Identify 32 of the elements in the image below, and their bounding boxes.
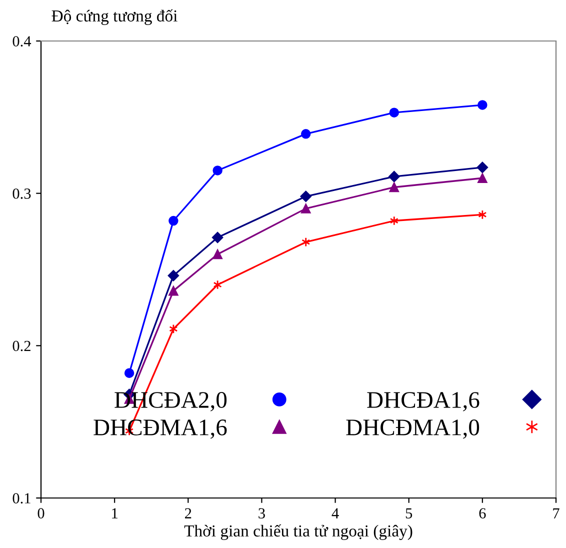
point xyxy=(212,166,222,176)
x-tick-label: 7 xyxy=(553,508,560,518)
point xyxy=(168,270,180,282)
point xyxy=(212,249,222,260)
x-tick-label: 4 xyxy=(332,508,339,518)
y-tick-label: 0.3 xyxy=(12,188,31,199)
y-tick-label: 0.4 xyxy=(12,36,32,47)
point xyxy=(478,100,488,110)
x-tick-label: 5 xyxy=(406,508,412,518)
x-tick-label: 0 xyxy=(38,508,44,518)
legend-label: DHCĐMA1,0 xyxy=(346,419,480,439)
point xyxy=(212,232,224,244)
x-tick-label: 2 xyxy=(184,508,192,518)
point xyxy=(168,286,178,296)
point xyxy=(168,216,178,226)
y-tick-label: 0.1 xyxy=(12,493,30,504)
legend-label: DHCĐA1,6 xyxy=(367,392,480,412)
x-axis-title: Thời gian chiếu tia tử ngoại (giây) xyxy=(184,524,412,540)
x-tick-label: 6 xyxy=(479,508,486,518)
point xyxy=(388,170,400,182)
point xyxy=(300,190,312,202)
x-tick-label: 3 xyxy=(258,508,265,518)
x-tick-label: 1 xyxy=(112,508,118,518)
y-tick-label: 0.2 xyxy=(12,340,30,352)
point xyxy=(389,108,400,118)
point xyxy=(476,162,488,174)
point xyxy=(124,368,134,378)
point xyxy=(300,204,311,214)
y-axis-title: Độ cứng tương đối xyxy=(52,9,178,26)
point xyxy=(300,129,311,139)
point xyxy=(478,173,488,183)
point xyxy=(389,182,400,192)
